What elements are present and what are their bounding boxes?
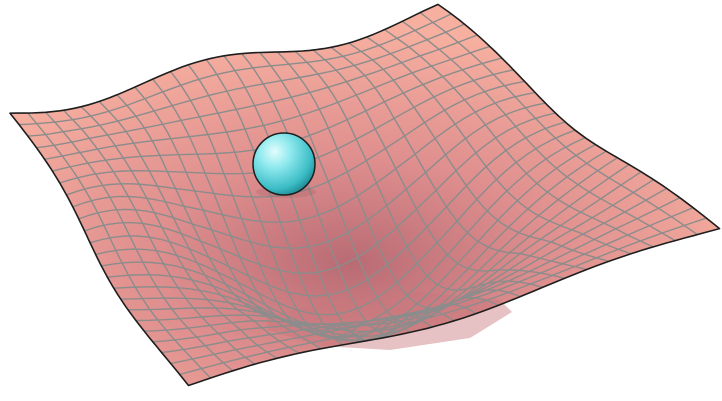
surface-grid [18, 11, 708, 379]
grid-line-v [18, 13, 452, 126]
grid-line-v [43, 45, 491, 160]
grid-line-v [89, 121, 566, 297]
ball-sphere [252, 132, 316, 196]
grid-line-v [135, 171, 642, 333]
grid-line-v [83, 112, 557, 275]
surface-fill [10, 4, 720, 386]
grid-line-v [179, 217, 708, 376]
ball [252, 132, 316, 198]
grid-line-v [27, 23, 466, 137]
surface-outline [9, 3, 721, 387]
grid-line-v [78, 102, 547, 249]
grid-line-v [143, 179, 655, 332]
grid-line-v [94, 129, 576, 316]
grid-line-v [152, 187, 668, 343]
grid-line-v [161, 197, 681, 354]
warped-surface [9, 3, 721, 387]
grid-line-v [35, 34, 478, 149]
grid-line-v [127, 163, 630, 338]
grid-line-v [72, 91, 536, 224]
grid-line-v [170, 207, 694, 365]
